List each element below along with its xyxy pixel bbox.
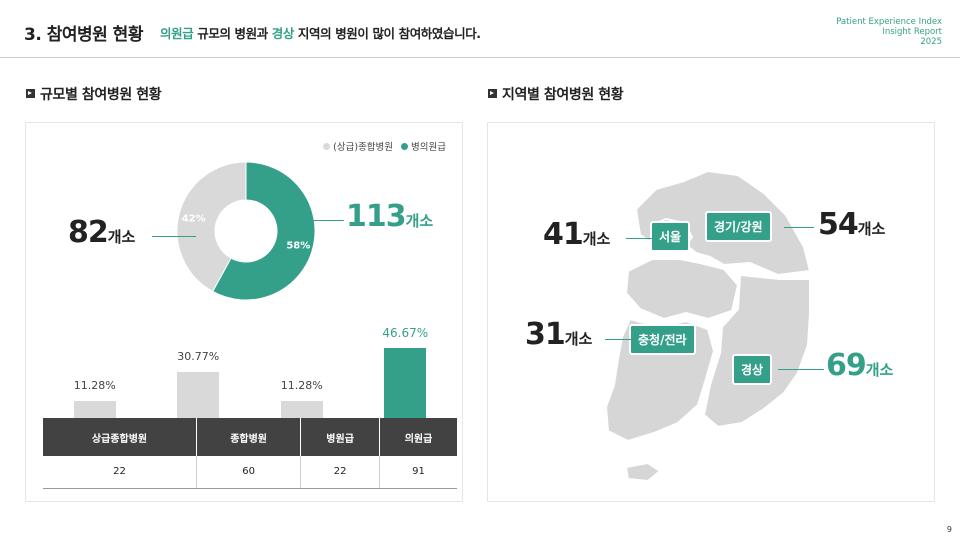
map-region-gyeongsang	[703, 274, 811, 428]
seoul-count: 41개소	[543, 217, 610, 252]
chart-legend: (상급)종합병원 병의원급	[323, 139, 446, 153]
donut-slice	[212, 161, 316, 301]
connector-line-gyeongsang	[778, 369, 824, 370]
subtitle-text-1: 규모의 병원과	[193, 26, 272, 41]
region-tag-chungcheong-jeolla: 충청/전라	[629, 324, 696, 355]
legend-label-general: (상급)종합병원	[333, 142, 394, 153]
region-tag-gyeongsang: 경상	[732, 354, 773, 385]
table-header-cell: 종합병원	[195, 418, 301, 456]
seoul-count-value: 41	[543, 217, 584, 252]
hospital-count-table: 상급종합병원 종합병원 병원급 의원급 22 60 22 91	[43, 418, 457, 489]
bar-1	[73, 401, 116, 418]
general-count-value: 82	[68, 215, 109, 250]
subtitle-accent-size: 의원급	[160, 26, 194, 41]
bar-2	[177, 371, 220, 418]
brand-line-3: 2025	[920, 37, 942, 47]
seoul-count-unit: 개소	[582, 230, 611, 248]
bar-value-label: 30.77%	[177, 349, 220, 363]
gyeonggi-count-unit: 개소	[857, 220, 886, 238]
section-title-region-label: 지역별 참여병원 현황	[502, 87, 624, 103]
section-title-size-label: 규모별 참여병원 현황	[40, 87, 162, 103]
general-count-unit: 개소	[107, 228, 136, 246]
legend-item-clinic: 병의원급	[401, 139, 446, 153]
table-cell: 91	[379, 456, 457, 489]
region-panel: 서울 경기/강원 충청/전라 경상 41개소 54개소 31개소 69개소	[487, 122, 935, 502]
map-island-jeju	[625, 462, 661, 482]
legend-dot-gray	[323, 143, 331, 150]
table-cell: 22	[300, 456, 380, 489]
header: 3. 참여병원 현황 의원급 규모의 병원과 경상 지역의 병원이 많이 참여하…	[0, 0, 960, 58]
region-tag-seoul: 서울	[650, 221, 691, 252]
legend-item-general: (상급)종합병원	[323, 139, 393, 153]
page-number: 9	[946, 525, 952, 534]
bar-value-label: 11.28%	[73, 379, 116, 393]
legend-dot-green	[401, 143, 409, 150]
map-region-chungcheong	[625, 258, 739, 320]
page-subtitle: 의원급 규모의 병원과 경상 지역의 병원이 많이 참여하였습니다.	[160, 23, 481, 42]
table-cell: 60	[195, 456, 301, 489]
gyeongsang-count-unit: 개소	[865, 361, 894, 379]
table-header-row: 상급종합병원 종합병원 병원급 의원급	[43, 418, 457, 456]
donut-slice-label: 42%	[182, 214, 206, 225]
region-tag-gyeonggi-gangwon: 경기/강원	[705, 211, 772, 242]
section-bullet-icon	[488, 89, 497, 98]
section-title-region: 지역별 참여병원 현황	[488, 84, 624, 104]
subtitle-text-2: 지역의 병원이 많이 참여하였습니다.	[293, 26, 481, 41]
clinic-count: 113개소	[346, 199, 433, 234]
bar-value-label: 11.28%	[280, 379, 323, 393]
table-cell: 22	[43, 456, 197, 489]
page-title: 3. 참여병원 현황	[24, 25, 143, 45]
chungcheong-count-unit: 개소	[564, 330, 593, 348]
gyeongsang-count-value: 69	[826, 348, 867, 383]
bar-3	[280, 401, 323, 418]
table-header-cell: 병원급	[300, 418, 380, 456]
bar-chart: 11.28% 30.77% 11.28% 46.67%	[26, 123, 464, 418]
connector-line-right	[302, 220, 344, 221]
clinic-count-unit: 개소	[405, 212, 434, 230]
section-bullet-icon	[26, 89, 35, 98]
bar-4	[384, 347, 427, 418]
donut-slice-label: 58%	[286, 240, 310, 251]
size-panel: (상급)종합병원 병의원급 42% 58% 82개소 113개소 11.28% 30…	[25, 122, 463, 502]
connector-line-left	[152, 236, 196, 237]
table-row: 22 60 22 91	[43, 456, 457, 489]
table-header-cell: 의원급	[379, 418, 457, 456]
brand-line-1: Patient Experience Index	[836, 17, 942, 27]
gyeongsang-count: 69개소	[826, 348, 893, 383]
legend-label-clinic: 병의원급	[411, 142, 446, 153]
korea-map	[605, 170, 811, 482]
donut-slice	[176, 161, 247, 293]
connector-line-chungcheong	[605, 339, 631, 340]
report-brand: Patient Experience Index Insight Report …	[836, 17, 942, 47]
bar-value-label: 46.67%	[382, 325, 429, 340]
section-title-size: 규모별 참여병원 현황	[26, 84, 162, 104]
donut-chart: 42% 58%	[176, 161, 316, 301]
general-hospital-count: 82개소	[68, 215, 135, 250]
connector-line-gyeonggi	[784, 227, 814, 228]
table-header-cell: 상급종합병원	[43, 418, 197, 456]
gyeonggi-count: 54개소	[818, 207, 885, 242]
connector-line-seoul	[626, 238, 652, 239]
gyeonggi-count-value: 54	[818, 207, 859, 242]
brand-line-2: Insight Report	[882, 27, 942, 37]
chungcheong-count: 31개소	[525, 317, 592, 352]
chungcheong-count-value: 31	[525, 317, 566, 352]
subtitle-accent-region: 경상	[271, 26, 295, 41]
clinic-count-value: 113	[346, 199, 407, 234]
